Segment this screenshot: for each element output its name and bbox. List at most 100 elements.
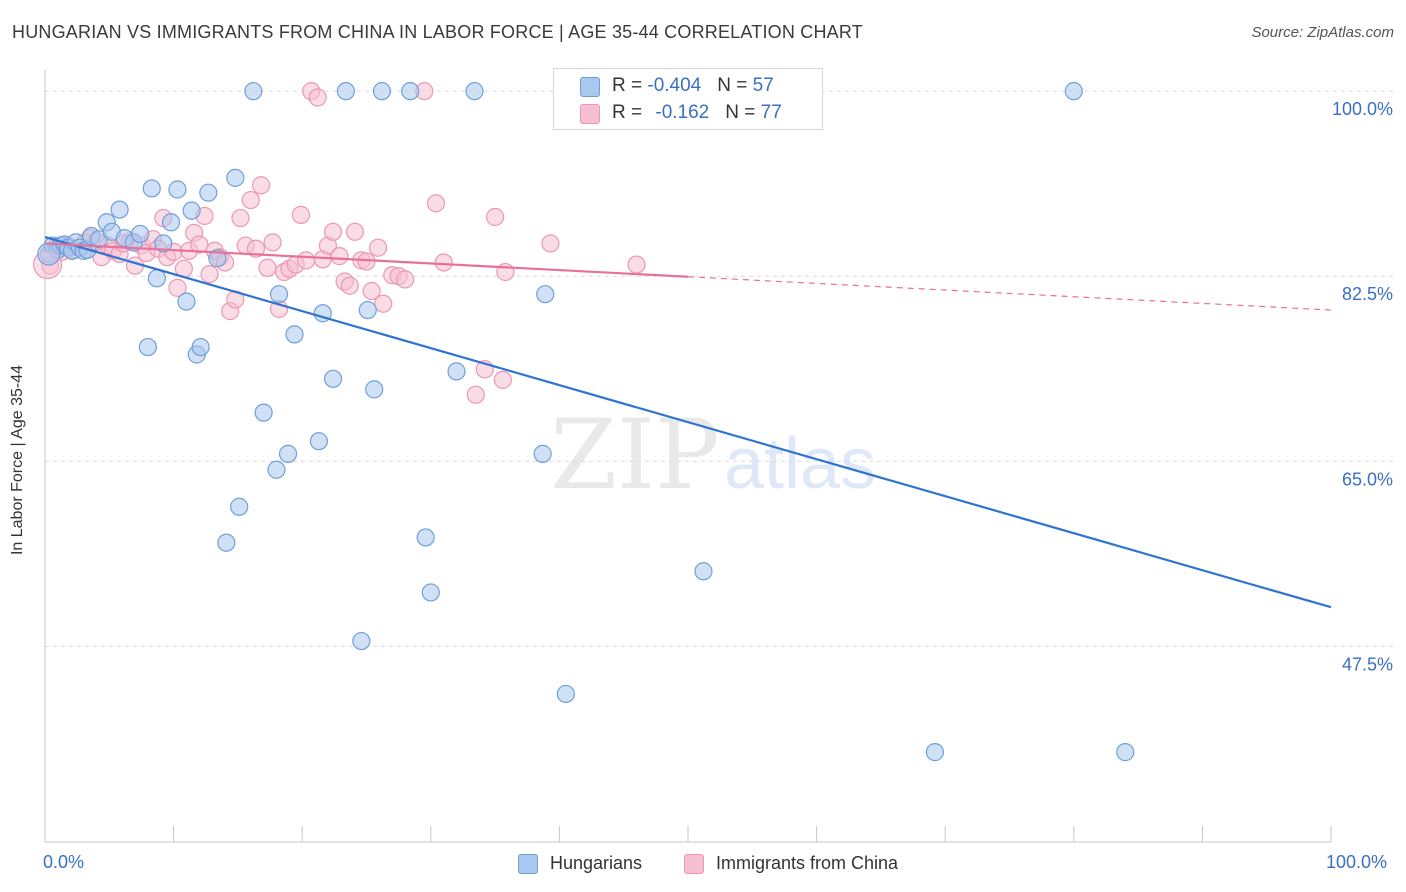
y-tick-label: 47.5% — [1342, 654, 1393, 674]
china-point — [231, 208, 250, 228]
legend-text-china: R = -0.162 N = 77 — [612, 102, 782, 123]
china-point — [190, 235, 209, 254]
source-note: Source: ZipAtlas.com — [1251, 24, 1394, 41]
legend-n-value-hungarians: 57 — [752, 75, 774, 96]
hungarian-cluster-point — [37, 242, 61, 266]
china-point — [345, 222, 365, 241]
china-point — [434, 253, 453, 272]
chart-title: HUNGARIAN VS IMMIGRANTS FROM CHINA IN LA… — [12, 22, 863, 42]
china-point — [251, 176, 271, 195]
hungarian-point — [447, 362, 466, 381]
legend-text-hungarians: R = -0.404 N = 57 — [612, 75, 774, 96]
china-point — [308, 88, 327, 107]
hungarian-point — [336, 82, 356, 101]
china-point — [340, 276, 359, 295]
hungarian-point — [142, 179, 161, 198]
china-point — [426, 194, 446, 213]
y-tick-label: 82.5% — [1342, 284, 1393, 304]
hungarian-point — [309, 432, 329, 451]
china-point — [493, 370, 512, 389]
china-point — [330, 247, 349, 266]
china-point — [486, 207, 505, 227]
trend-line-hungarians — [44, 236, 1332, 609]
hungarian-point — [421, 583, 440, 602]
y-tick-label: 65.0% — [1342, 469, 1393, 489]
hungarian-point — [267, 460, 286, 479]
china-point — [241, 190, 260, 210]
hungarian-point — [244, 82, 263, 101]
hungarian-point — [416, 528, 435, 547]
china-point — [246, 239, 266, 258]
china-point — [627, 255, 646, 274]
hungarian-point — [230, 497, 249, 516]
hungarian-point — [154, 234, 173, 253]
china-point — [168, 278, 187, 297]
hungarian-point — [110, 200, 129, 219]
stats-legend: R = -0.404 N = 57 R = -0.162 N = 77 — [553, 68, 823, 130]
y-tick-labels: 47.5% 65.0% 82.5% 100.0% — [1332, 99, 1393, 674]
hungarian-point — [533, 444, 552, 463]
hungarian-point — [536, 285, 555, 304]
hungarian-point — [226, 168, 245, 187]
hungarian-point — [177, 292, 196, 311]
hungarian-point — [217, 533, 236, 552]
china-point — [258, 258, 277, 277]
china-point — [368, 238, 388, 257]
hungarian-point — [323, 369, 343, 388]
china-point — [296, 251, 316, 270]
hungarian-point — [254, 403, 273, 422]
legend-swatch-hungarians — [580, 77, 600, 97]
legend-n-value-china: 77 — [760, 102, 782, 123]
hungarian-point — [182, 201, 201, 220]
axis-layer — [44, 70, 1332, 843]
hungarian-point — [208, 249, 227, 268]
watermark-atlas: atlas — [724, 424, 876, 504]
hungarian-point — [925, 743, 945, 762]
bottom-legend-swatch-china — [684, 854, 704, 874]
china-point — [291, 205, 311, 224]
hungarian-point — [199, 183, 218, 202]
grid-layer — [45, 90, 1394, 647]
hungarian-point — [1116, 743, 1135, 762]
hungarian-point — [372, 82, 392, 101]
china-point — [541, 234, 560, 253]
hungarian-point — [138, 337, 157, 357]
hungarian-point — [352, 631, 371, 651]
legend-swatch-china — [580, 104, 600, 124]
y-tick-label: 100.0% — [1332, 99, 1393, 119]
hungarian-point — [161, 213, 181, 232]
china-point — [263, 233, 282, 252]
bottom-legend-swatch-hungarians — [518, 854, 538, 874]
hungarian-point — [1064, 82, 1083, 101]
trend-line-china-dashed — [687, 276, 1332, 311]
china-point — [374, 294, 393, 313]
hungarian-point — [269, 285, 289, 304]
hungarian-point — [147, 269, 166, 288]
hungarian-point — [401, 82, 420, 101]
hungarian-point — [285, 325, 304, 344]
x-tick-label-min: 0.0% — [43, 852, 85, 872]
watermark: ZIP atlas — [550, 399, 876, 511]
hungarian-point — [365, 380, 384, 399]
x-tick-label-max: 100.0% — [1326, 852, 1388, 872]
hungarian-point — [556, 684, 575, 704]
bottom-legend-label-hungarians: Hungarians — [550, 853, 643, 873]
hungarian-point — [191, 337, 210, 357]
legend-r-value-china: -0.162 — [655, 102, 710, 123]
china-point — [466, 385, 485, 404]
hungarian-point — [358, 300, 377, 320]
hungarian-point — [131, 224, 150, 244]
trend-layer — [44, 236, 1332, 609]
bottom-legend-label-china: Immigrants from China — [716, 853, 899, 873]
hungarian-point — [465, 82, 484, 101]
china-point — [323, 222, 343, 241]
hungarian-point — [168, 180, 187, 199]
legend-r-value-hungarians: -0.404 — [647, 75, 702, 96]
hungarian-point — [278, 444, 298, 463]
y-axis-label: In Labor Force | Age 35-44 — [9, 364, 26, 556]
trend-line-china-solid — [44, 242, 689, 278]
china-point — [395, 270, 415, 289]
watermark-zip: ZIP — [550, 399, 719, 511]
china-point — [200, 265, 219, 284]
